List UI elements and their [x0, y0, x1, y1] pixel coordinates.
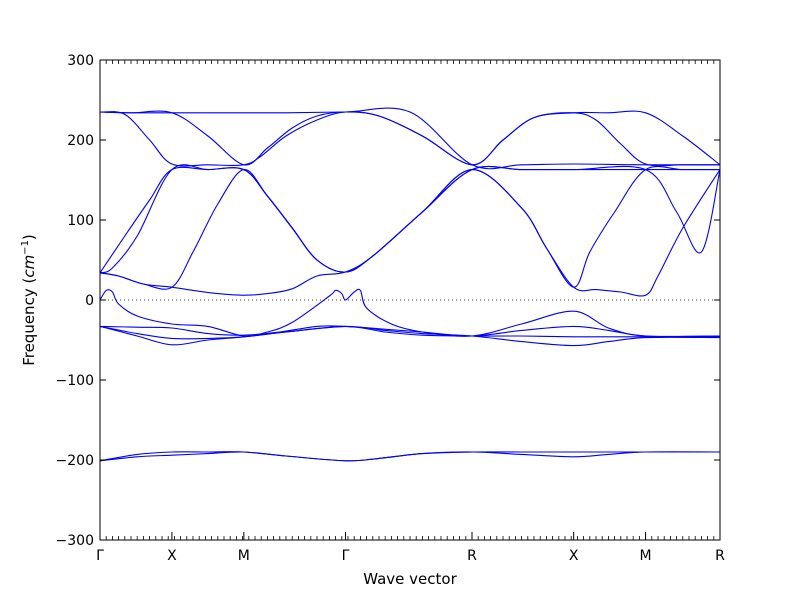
x-tick-label: M	[640, 548, 652, 564]
series-layer	[99, 107, 721, 462]
band-line-7	[99, 169, 721, 297]
plot-frame	[99, 59, 721, 541]
band-line-6	[99, 165, 721, 290]
x-tick-label: X	[167, 548, 177, 564]
y-axis-label-suffix: )	[20, 234, 38, 240]
x-tick-label: R	[467, 548, 477, 564]
y-axis-label: Frequency (cm−1)	[20, 234, 38, 366]
x-tick-label: Γ	[96, 548, 104, 564]
x-axis-label: Wave vector	[363, 570, 457, 588]
band-line-8	[99, 288, 721, 338]
x-tick-label: Γ	[342, 548, 350, 564]
y-tick-label: 200	[67, 133, 94, 149]
y-axis-label-unit: cm	[20, 255, 38, 278]
x-tick-label: R	[715, 548, 725, 564]
y-axis-label-prefix: Frequency (	[20, 278, 38, 366]
y-tick-label: −300	[56, 533, 94, 549]
band-line-10	[99, 325, 721, 347]
y-tick-label: −200	[56, 453, 94, 469]
y-axis-label-exponent: −1	[20, 240, 31, 255]
y-tick-label: −100	[56, 373, 94, 389]
band-line-13	[99, 451, 720, 462]
y-tick-label: 0	[85, 293, 94, 309]
y-tick-label: 300	[67, 53, 94, 69]
x-tick-label: M	[238, 548, 250, 564]
x-tick-label: X	[569, 548, 579, 564]
y-tick-label: 100	[67, 213, 94, 229]
band-line-11	[99, 325, 720, 340]
band-line-3	[99, 110, 721, 167]
